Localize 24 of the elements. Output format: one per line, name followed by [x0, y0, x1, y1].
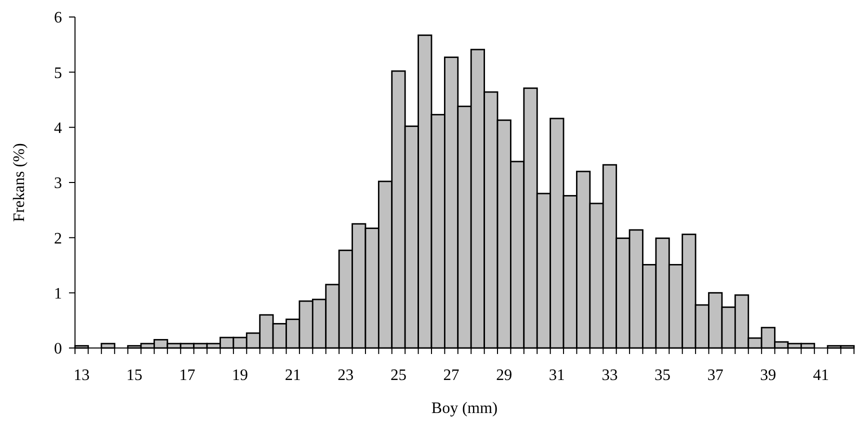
x-tick-label: 37 — [707, 367, 724, 384]
x-tick-label: 31 — [548, 367, 565, 384]
x-tick-label: 39 — [760, 367, 776, 384]
y-tick-label: 3 — [54, 175, 62, 192]
x-tick-label: 27 — [443, 367, 460, 384]
y-axis-title: Frekans (%) — [11, 143, 28, 222]
x-tick-label: 21 — [284, 367, 301, 384]
y-tick-label: 6 — [54, 10, 62, 27]
y-tick-label: 5 — [54, 64, 62, 82]
x-tick-label: 23 — [338, 367, 354, 384]
y-tick-label: 1 — [54, 285, 62, 302]
y-tick-label: 4 — [54, 120, 62, 137]
x-tick-label: 17 — [179, 367, 196, 384]
x-tick-label: 13 — [74, 367, 90, 384]
x-axis-title: Boy (mm) — [431, 400, 498, 417]
y-tick-label: 2 — [54, 230, 62, 248]
x-tick-label: 15 — [126, 367, 142, 384]
x-tick-label: 35 — [654, 367, 671, 384]
x-tick-label: 41 — [812, 367, 829, 384]
x-tick-label: 19 — [232, 367, 248, 384]
x-tick-label: 33 — [602, 367, 618, 384]
x-tick-label: 29 — [496, 367, 512, 384]
x-tick-label: 25 — [390, 367, 406, 384]
y-tick-label: 0 — [54, 340, 62, 358]
